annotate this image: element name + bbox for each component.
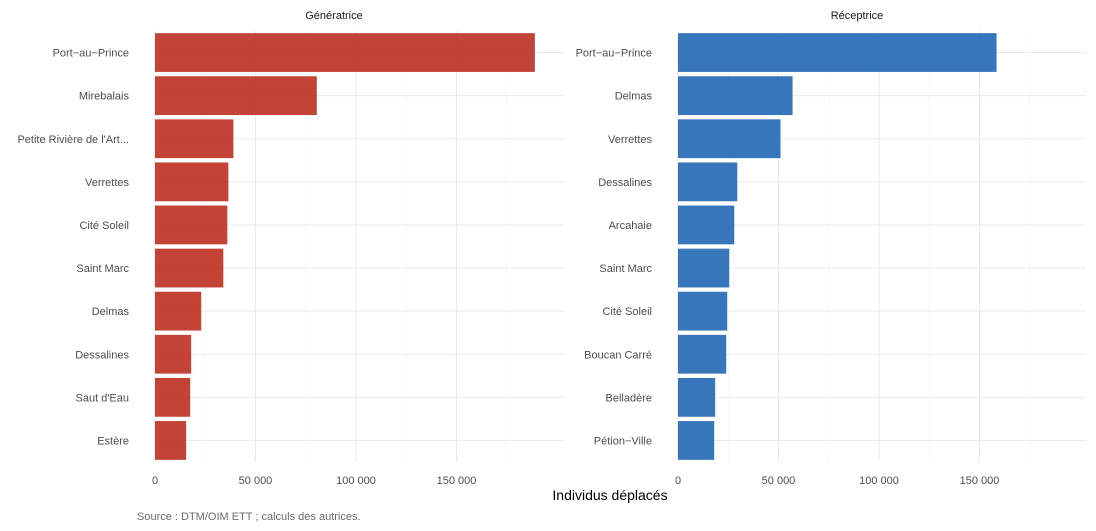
x-axis-title: Individus déplacés (552, 487, 667, 503)
bar-1-2 (678, 119, 781, 159)
x-tick-label: 0 (152, 475, 158, 487)
y-tick-label: Arcahaie (609, 220, 652, 232)
y-tick-label: Port−au−Prince (53, 48, 129, 60)
y-tick-label: Belladère (606, 392, 652, 404)
bar-0-2 (155, 119, 234, 159)
x-tick-label: 100 000 (336, 475, 376, 487)
y-tick-label: Verrettes (608, 134, 653, 146)
bar-0-4 (155, 205, 228, 245)
bar-0-1 (155, 76, 317, 116)
y-tick-label: Saint Marc (76, 263, 129, 275)
bar-0-7 (155, 334, 192, 374)
y-tick-label: Delmas (92, 306, 130, 318)
bar-0-6 (155, 291, 202, 331)
y-tick-label: Verrettes (85, 177, 130, 189)
y-tick-label: Saut d'Eau (76, 392, 129, 404)
x-tick-label: 0 (675, 475, 681, 487)
y-tick-label: Cité Soleil (79, 220, 129, 232)
y-tick-label: Petite Rivière de l'Art... (17, 134, 129, 146)
y-tick-label: Port−au−Prince (576, 48, 652, 60)
bar-0-9 (155, 421, 187, 460)
panels-layer: Port−au−Prince Mirebalais Petite Rivière d… (17, 10, 1086, 487)
bar-0-5 (155, 248, 224, 288)
x-tick-label: 100 000 (859, 475, 899, 487)
x-tick-label: 150 000 (960, 475, 1000, 487)
y-tick-label: Cité Soleil (602, 306, 652, 318)
bar-1-7 (678, 334, 727, 374)
bar-1-9 (678, 421, 715, 460)
bar-1-8 (678, 377, 716, 417)
y-tick-label: Estère (97, 435, 129, 447)
bar-0-8 (155, 377, 191, 417)
panel-0: Port−au−Prince Mirebalais Petite Rivière d… (17, 10, 563, 487)
bar-1-1 (678, 76, 793, 116)
y-tick-label: Boucan Carré (584, 349, 652, 361)
bar-1-3 (678, 162, 738, 202)
x-tick-label: 150 000 (437, 475, 477, 487)
panel-1: Port−au−Prince Delmas Verrettes Dessalines A… (576, 10, 1086, 487)
y-tick-label: Pétion−Ville (594, 435, 652, 447)
y-tick-label: Mirebalais (79, 91, 130, 103)
bar-0-3 (155, 162, 229, 202)
bar-0-0 (155, 33, 535, 72)
bar-1-6 (678, 291, 728, 331)
bar-1-5 (678, 248, 730, 288)
facet-title: Génératrice (305, 10, 362, 22)
y-tick-label: Dessalines (75, 349, 129, 361)
bar-1-0 (678, 33, 997, 72)
y-tick-label: Saint Marc (599, 263, 652, 275)
y-tick-label: Dessalines (598, 177, 652, 189)
source-caption: Source : DTM/OIM ETT ; calculs des autri… (137, 511, 361, 523)
y-tick-label: Delmas (615, 91, 653, 103)
x-tick-label: 50 000 (762, 475, 796, 487)
facet-title: Réceptrice (831, 10, 884, 22)
bar-1-4 (678, 205, 735, 245)
x-tick-label: 50 000 (239, 475, 273, 487)
